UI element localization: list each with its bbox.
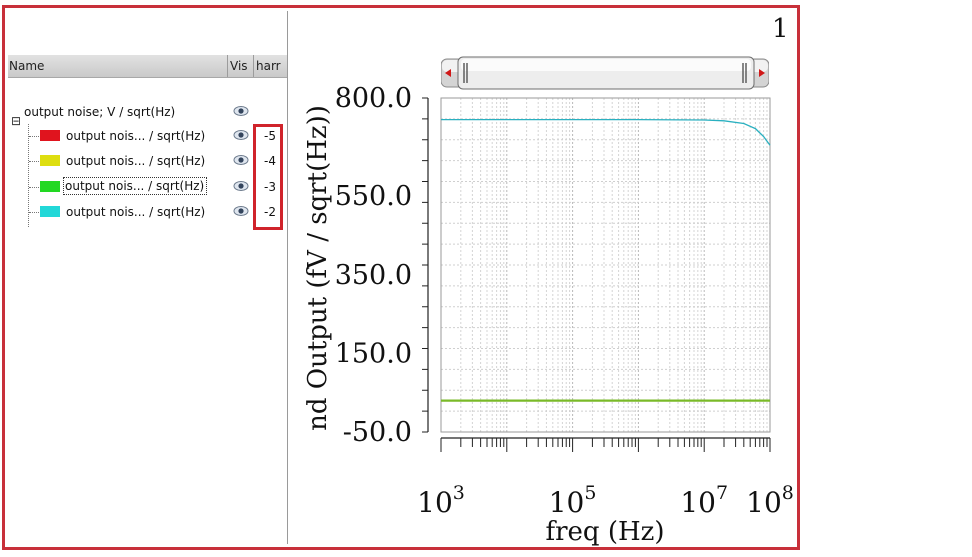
harmonic-value: -4: [264, 154, 276, 168]
column-header-name[interactable]: Name: [9, 59, 45, 73]
tree-row-parent[interactable]: output noise; V / sqrt(Hz): [8, 101, 287, 123]
tree-parent-label: output noise; V / sqrt(Hz): [24, 105, 176, 119]
harmonic-value: -2: [264, 205, 276, 219]
series-color-swatch: [40, 155, 60, 166]
tree-row[interactable]: output nois... / sqrt(Hz) -5: [8, 125, 287, 147]
series-label: output nois... / sqrt(Hz): [62, 177, 208, 195]
scroll-right-arrow-icon: [759, 69, 765, 77]
series-color-swatch: [40, 130, 60, 141]
eye-icon[interactable]: [233, 179, 249, 193]
series-label: output nois... / sqrt(Hz): [66, 154, 206, 168]
series-color-swatch: [40, 206, 60, 217]
legend-panel: Name Vis harr ⊟ output noise; V / sqrt(H…: [8, 11, 288, 544]
eye-icon[interactable]: [233, 104, 249, 118]
page-number: 1: [772, 14, 789, 44]
column-header-harmonic[interactable]: harr: [256, 59, 281, 73]
eye-icon[interactable]: [233, 153, 249, 167]
scroll-left-arrow-icon: [445, 69, 451, 77]
eye-icon[interactable]: [233, 204, 249, 218]
tree-row[interactable]: output nois... / sqrt(Hz) -3: [8, 176, 287, 198]
series-color-swatch: [40, 181, 60, 192]
legend-header: Name Vis harr: [8, 55, 287, 78]
harmonic-value: -3: [264, 180, 276, 194]
tree-row[interactable]: output nois... / sqrt(Hz) -4: [8, 150, 287, 172]
zoom-scrollbar[interactable]: [441, 56, 769, 90]
tree-expander-icon[interactable]: ⊟: [11, 114, 22, 128]
series-label: output nois... / sqrt(Hz): [66, 205, 206, 219]
series-label: output nois... / sqrt(Hz): [66, 129, 206, 143]
scroll-thumb-grip-right: [742, 63, 747, 83]
tree-row[interactable]: output nois... / sqrt(Hz) -2: [8, 201, 287, 223]
harmonic-highlight-box: [253, 124, 283, 230]
column-header-vis[interactable]: Vis: [230, 59, 248, 73]
eye-icon[interactable]: [233, 128, 249, 142]
harmonic-value: -5: [264, 129, 276, 143]
scroll-thumb-grip-left: [463, 63, 468, 83]
